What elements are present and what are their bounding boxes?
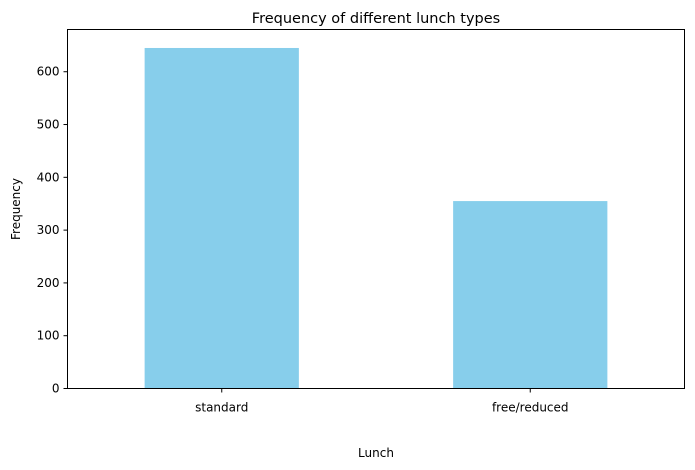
x-axis: standard free/reduced (195, 388, 569, 415)
x-tick-label: free/reduced (492, 401, 569, 415)
bars-group (144, 47, 608, 389)
y-axis-label: Frequency (9, 178, 23, 240)
y-tick-label: 100 (37, 329, 60, 343)
plot-frame (67, 29, 685, 389)
x-axis-label: Lunch (358, 446, 394, 460)
bar-free-reduced (453, 201, 608, 389)
y-tick-label: 600 (37, 65, 60, 79)
chart-title: Frequency of different lunch types (252, 11, 500, 27)
bar-standard (144, 47, 299, 389)
y-tick-label: 0 (52, 382, 60, 396)
y-tick-label: 400 (37, 170, 60, 184)
x-tick-label: standard (195, 401, 248, 415)
y-tick-label: 300 (37, 223, 60, 237)
y-tick-label: 500 (37, 118, 60, 132)
y-tick-label: 200 (37, 276, 60, 290)
y-axis: 0 100 200 300 400 500 600 (37, 65, 68, 396)
